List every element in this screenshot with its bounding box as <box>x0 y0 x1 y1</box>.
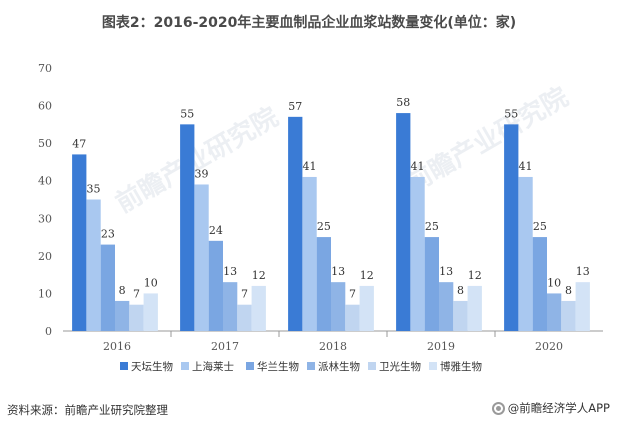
legend-label: 派林生物 <box>318 360 360 373</box>
bar-2020-5 <box>575 282 590 331</box>
x-tick-label: 2020 <box>535 340 563 353</box>
bar-2019-5 <box>467 285 482 331</box>
data-label: 7 <box>241 288 248 301</box>
bar-2020-1 <box>518 176 533 331</box>
data-label: 47 <box>72 137 86 150</box>
bar-2018-0 <box>288 116 303 331</box>
legend-label: 华兰生物 <box>257 360 299 373</box>
bar-2017-4 <box>237 304 252 331</box>
data-label: 12 <box>252 269 266 282</box>
legend-swatch <box>368 362 376 370</box>
x-tick-label: 2016 <box>103 340 131 353</box>
x-tick-label: 2018 <box>319 340 347 353</box>
data-label: 13 <box>223 265 237 278</box>
data-label: 41 <box>303 160 317 173</box>
bar-2016-2 <box>100 244 115 331</box>
bar-2017-5 <box>251 285 266 331</box>
data-label: 7 <box>133 288 140 301</box>
data-label: 12 <box>468 269 482 282</box>
bar-2016-1 <box>86 199 101 331</box>
data-label: 55 <box>504 107 518 120</box>
legend-swatch <box>120 362 128 370</box>
legend-swatch <box>307 362 315 370</box>
y-tick-label: 30 <box>38 212 52 225</box>
data-label: 23 <box>101 228 115 241</box>
data-label: 57 <box>288 100 302 113</box>
bar-2017-0 <box>180 124 195 331</box>
x-tick-label: 2017 <box>211 340 239 353</box>
bar-2016-5 <box>143 293 158 331</box>
data-label: 13 <box>576 265 590 278</box>
bar-2017-3 <box>223 282 238 331</box>
bar-2020-3 <box>547 293 562 331</box>
bar-2019-4 <box>453 300 468 331</box>
data-label: 55 <box>180 107 194 120</box>
bar-2016-3 <box>115 300 130 331</box>
y-tick-label: 70 <box>38 62 52 75</box>
x-tick-label: 2019 <box>427 340 455 353</box>
data-label: 8 <box>457 284 464 297</box>
y-tick-label: 10 <box>38 287 52 300</box>
bar-2016-4 <box>129 304 144 331</box>
data-label: 24 <box>209 224 223 237</box>
data-label: 10 <box>547 276 561 289</box>
bar-2020-0 <box>504 124 519 331</box>
bar-2017-2 <box>208 240 223 331</box>
legend-swatch <box>181 362 189 370</box>
data-label: 12 <box>360 269 374 282</box>
data-label: 13 <box>439 265 453 278</box>
legend-label: 博雅生物 <box>440 360 482 373</box>
data-label: 25 <box>533 220 547 233</box>
source-note: 资料来源：前瞻产业研究院整理 <box>7 403 168 417</box>
data-label: 39 <box>195 167 209 180</box>
data-label: 8 <box>565 284 572 297</box>
data-label: 13 <box>331 265 345 278</box>
bar-2020-2 <box>532 237 547 331</box>
data-label: 35 <box>87 183 101 196</box>
legend-label: 上海莱士 <box>192 360 234 373</box>
brand-text: @前瞻经济学人APP <box>507 401 610 415</box>
chart-title: 图表2：2016-2020年主要血制品企业血浆站数量变化(单位：家) <box>101 15 517 31</box>
legend-label: 卫光生物 <box>379 360 421 373</box>
bar-2018-4 <box>345 304 360 331</box>
bar-2019-1 <box>410 176 425 331</box>
bar-2018-2 <box>316 237 331 331</box>
bar-2019-0 <box>396 113 411 331</box>
y-tick-label: 20 <box>38 250 52 263</box>
y-tick-label: 60 <box>38 100 52 113</box>
legend-swatch <box>429 362 437 370</box>
data-label: 41 <box>519 160 533 173</box>
legend-label: 天坛生物 <box>131 360 173 373</box>
data-label: 25 <box>317 220 331 233</box>
y-tick-label: 40 <box>38 175 52 188</box>
data-label: 25 <box>425 220 439 233</box>
data-label: 8 <box>119 284 126 297</box>
bar-2019-2 <box>424 237 439 331</box>
bar-2016-0 <box>72 154 87 331</box>
bar-2017-1 <box>194 184 209 331</box>
legend-swatch <box>246 362 254 370</box>
brand-logo-icon <box>491 401 505 415</box>
y-tick-label: 50 <box>38 137 52 150</box>
bar-2018-5 <box>359 285 374 331</box>
data-label: 7 <box>349 288 356 301</box>
bar-2018-3 <box>331 282 346 331</box>
data-label: 41 <box>411 160 425 173</box>
data-label: 10 <box>144 276 158 289</box>
brand-label: @前瞻经济学人APP <box>491 400 610 416</box>
data-label: 58 <box>396 96 410 109</box>
bar-2019-3 <box>439 282 454 331</box>
bar-2018-1 <box>302 176 317 331</box>
bar-2020-4 <box>561 300 576 331</box>
y-tick-label: 0 <box>45 325 52 338</box>
